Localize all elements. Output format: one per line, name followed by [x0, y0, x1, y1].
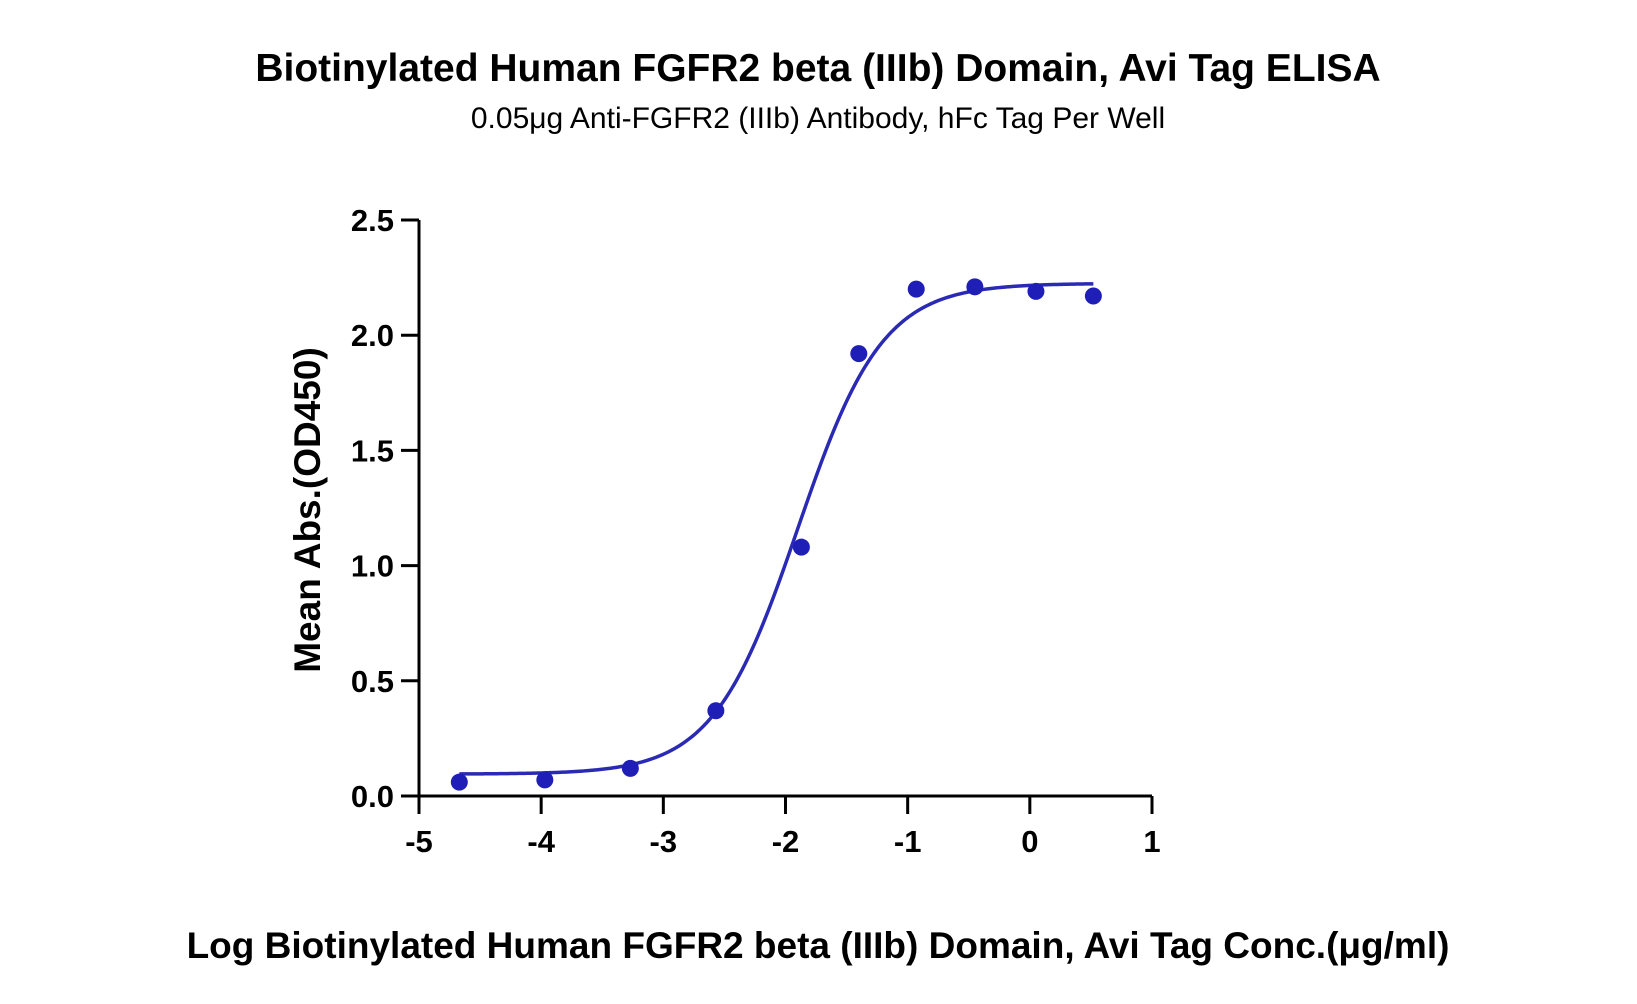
plot-area [450, 278, 1102, 791]
chart-subtitle: 0.05μg Anti-FGFR2 (IIIb) Antibody, hFc T… [471, 102, 1165, 135]
y-tick-label: 0.5 [351, 664, 394, 699]
data-point [1084, 287, 1102, 305]
chart-title: Biotinylated Human FGFR2 beta (IIIb) Dom… [255, 47, 1380, 90]
data-point [450, 773, 468, 791]
axes: 0.0 0.5 1.0 1.5 2.0 2.5 -5 -4 -3 -2 -1 0 1 [351, 203, 1161, 859]
x-tick-label: -4 [527, 824, 555, 859]
x-tick-label: -1 [894, 824, 922, 859]
data-point [792, 538, 810, 556]
y-axis-label: Mean Abs.(OD450) [287, 347, 328, 673]
data-points [450, 278, 1102, 791]
data-point [536, 771, 554, 789]
y-tick-label: 1.0 [351, 549, 394, 584]
data-point [907, 280, 925, 298]
data-point [707, 702, 725, 720]
x-tick-label: -2 [772, 824, 800, 859]
x-tick-label: -3 [650, 824, 678, 859]
x-axis-label: Log Biotinylated Human FGFR2 beta (IIIb)… [187, 925, 1450, 966]
x-axis-ticks: -5 -4 -3 -2 -1 0 1 [405, 796, 1161, 859]
y-tick-label: 0.0 [351, 779, 394, 814]
data-point [1027, 282, 1045, 300]
fit-curve [459, 282, 1094, 776]
data-point [966, 278, 984, 296]
y-tick-label: 1.5 [351, 433, 394, 468]
x-tick-label: 0 [1021, 824, 1038, 859]
x-tick-label: 1 [1143, 824, 1160, 859]
data-point [621, 759, 639, 777]
data-point [850, 345, 868, 363]
y-tick-label: 2.5 [351, 203, 394, 238]
y-tick-label: 2.0 [351, 318, 394, 353]
y-axis-ticks: 0.0 0.5 1.0 1.5 2.0 2.5 [351, 203, 419, 814]
x-tick-label: -5 [405, 824, 433, 859]
